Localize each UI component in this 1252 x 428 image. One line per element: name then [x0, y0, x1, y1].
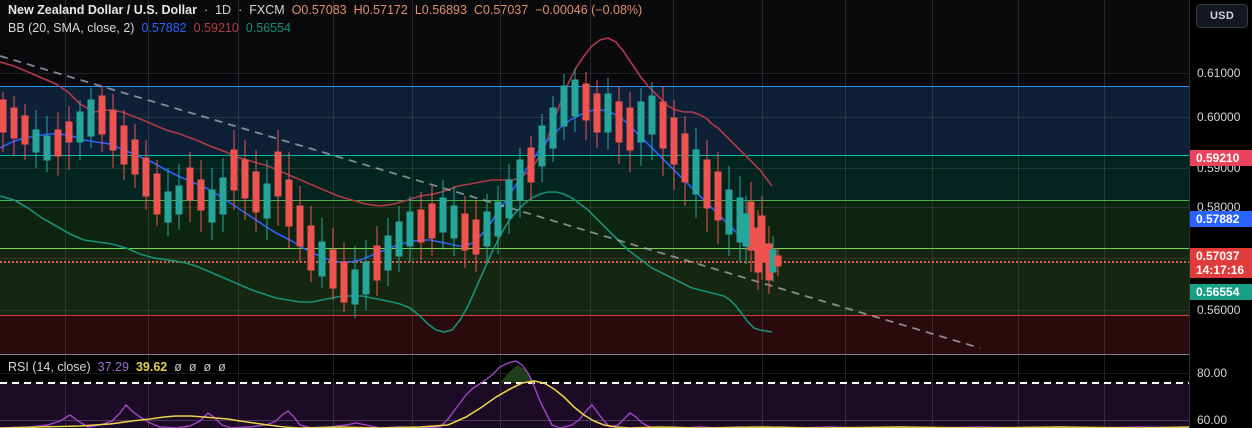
price-pane[interactable] — [0, 0, 1190, 354]
bb-basis-line — [0, 109, 763, 263]
bb-upper-line — [0, 37, 773, 207]
candlestick-series — [0, 68, 782, 318]
gridline-v — [932, 355, 933, 428]
gridline-v — [590, 355, 591, 428]
currency-button[interactable]: USD — [1196, 4, 1248, 28]
gridline-v — [845, 355, 846, 428]
rsi-background-fill — [0, 383, 1190, 428]
rsi-empty-4: ø — [218, 360, 226, 374]
gridline-v — [65, 0, 66, 354]
hline-current-price-dotted[interactable] — [0, 261, 1190, 263]
pane-divider[interactable] — [0, 354, 1190, 355]
hline-blue[interactable] — [0, 86, 1190, 87]
gridline-h — [0, 420, 1190, 421]
legend-separator-2: · — [238, 3, 243, 17]
gridline-v — [762, 0, 763, 354]
gridline-v — [500, 0, 501, 354]
gridline-v — [412, 0, 413, 354]
hline-green[interactable] — [0, 200, 1190, 201]
gridline-v — [238, 0, 239, 354]
gridline-h — [0, 168, 1190, 169]
bb-basis-value: 0.57882 — [141, 21, 187, 35]
bb-lower-price-label[interactable]: 0.56554 — [1190, 284, 1252, 300]
legend-separator-1: · — [203, 3, 209, 17]
gridline-h — [0, 258, 1190, 259]
gridline-h — [0, 73, 1190, 74]
gridline-v — [1018, 355, 1019, 428]
zone-green-2 — [0, 248, 1190, 315]
trendline-dashed — [0, 55, 981, 349]
price-tick: 0.56000 — [1197, 303, 1241, 317]
exchange-label[interactable]: FXCM — [249, 3, 285, 17]
gridline-v — [333, 0, 334, 354]
gridline-v — [333, 355, 334, 428]
price-scale[interactable]: USD 0.61000 0.60000 0.59000 0.58000 0.56… — [1189, 0, 1252, 428]
hline-teal[interactable] — [0, 155, 1190, 156]
gridline-h — [0, 373, 1190, 374]
price-series-overlay — [0, 37, 981, 349]
bb-lower-line — [0, 191, 773, 333]
gridline-v — [673, 355, 674, 428]
hline-bright-green[interactable] — [0, 248, 1190, 249]
gridline-v — [1018, 0, 1019, 354]
main-legend: New Zealand Dollar / U.S. Dollar · 1D · FXCM… — [8, 3, 642, 17]
symbol-name[interactable]: New Zealand Dollar / U.S. Dollar — [8, 3, 197, 17]
gridline-v — [1104, 355, 1105, 428]
rsi-ma-value: 39.62 — [135, 360, 168, 374]
gridline-v — [762, 355, 763, 428]
gridline-v — [500, 355, 501, 428]
gridline-v — [148, 355, 149, 428]
gridline-h — [0, 310, 1190, 311]
ohlc-open: O0.57083 — [291, 3, 347, 17]
current-price-value: 0.57037 — [1196, 249, 1240, 263]
ohlc-close: C0.57037 — [473, 3, 529, 17]
bb-upper-value: 0.59210 — [193, 21, 239, 35]
gridline-v — [590, 0, 591, 354]
gridline-v — [412, 355, 413, 428]
rsi-pane[interactable] — [0, 355, 1190, 428]
rsi-ma-line — [0, 380, 1190, 428]
gridline-v — [932, 0, 933, 354]
gridline-v — [65, 355, 66, 428]
hline-red[interactable] — [0, 315, 1190, 316]
ohlc-high: H0.57172 — [353, 3, 408, 17]
gridline-h — [0, 207, 1190, 208]
bb-lower-value: 0.56554 — [245, 21, 291, 35]
rsi-value: 37.29 — [97, 360, 129, 374]
bb-basis-price-label[interactable]: 0.57882 — [1190, 211, 1252, 227]
rsi-overbought-fill — [500, 365, 534, 383]
bb-legend[interactable]: BB (20, SMA, close, 2) 0.57882 0.59210 0.56… — [8, 21, 291, 35]
bb-upper-price-label[interactable]: 0.59210 — [1190, 150, 1252, 166]
bar-countdown: 14:17:16 — [1196, 263, 1245, 277]
rsi-empty-1: ø — [174, 360, 182, 374]
price-tick: 0.58000 — [1197, 200, 1241, 214]
rsi-title: RSI (14, close) — [8, 360, 91, 374]
ohlc-change: −0.00046 (−0.08%) — [535, 3, 643, 17]
gridline-v — [238, 355, 239, 428]
price-tick: 60.00 — [1197, 413, 1228, 427]
price-tick: 0.60000 — [1197, 110, 1241, 124]
interval-label[interactable]: 1D — [215, 3, 232, 17]
zone-red — [0, 315, 1190, 354]
ohlc-low: L0.56893 — [414, 3, 467, 17]
rsi-empty-2: ø — [188, 360, 197, 374]
gridline-v — [1104, 0, 1105, 354]
gridline-v — [845, 0, 846, 354]
price-tick: 80.00 — [1197, 366, 1228, 380]
rsi-legend[interactable]: RSI (14, close) 37.29 39.62 ø ø ø ø — [8, 360, 226, 374]
bb-title: BB (20, SMA, close, 2) — [8, 21, 135, 35]
price-tick: 0.61000 — [1197, 66, 1241, 80]
rsi-empty-3: ø — [203, 360, 212, 374]
current-price-label[interactable]: 0.57037 14:17:16 — [1190, 248, 1252, 278]
